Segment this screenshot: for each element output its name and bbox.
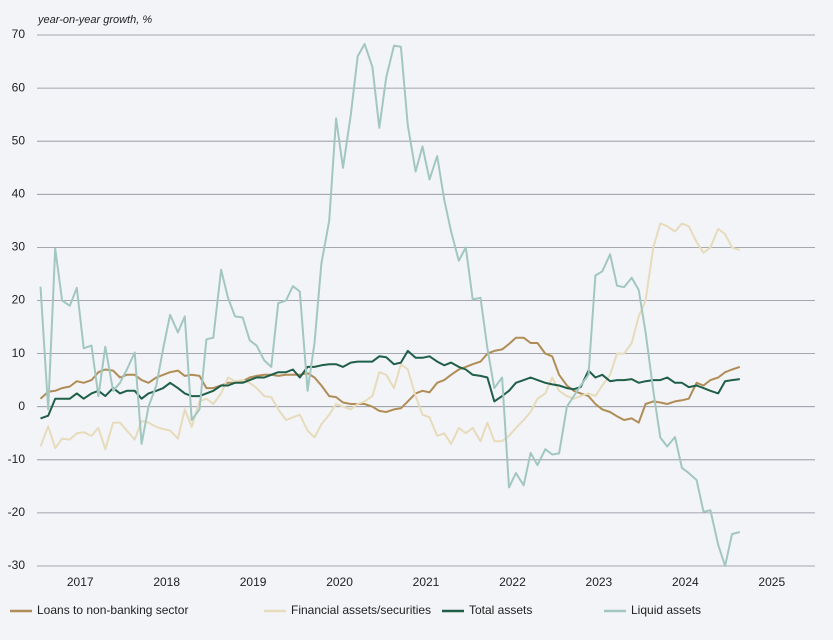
x-tick-label: 2021 <box>413 575 440 589</box>
x-tick-label: 2020 <box>326 575 353 589</box>
series-line <box>40 349 740 420</box>
legend-label: Loans to non-banking sector <box>37 603 188 617</box>
series-line <box>39 222 741 451</box>
series-line <box>39 43 741 567</box>
x-tick-label: 2018 <box>153 575 180 589</box>
x-tick-label: 2017 <box>67 575 94 589</box>
y-tick-label: -10 <box>8 452 26 466</box>
legend-label: Financial assets/securities <box>291 603 431 617</box>
y-tick-label: 0 <box>18 399 25 413</box>
x-tick-label: 2019 <box>240 575 267 589</box>
y-tick-label: -20 <box>8 505 26 519</box>
y-tick-label: -30 <box>8 558 26 572</box>
y-tick-label: 60 <box>12 80 26 94</box>
y-tick-label: 70 <box>12 27 26 41</box>
x-tick-label: 2024 <box>672 575 699 589</box>
y-axis-label: year-on-year growth, % <box>37 14 152 26</box>
x-tick-label: 2022 <box>499 575 526 589</box>
y-tick-label: 30 <box>12 240 26 254</box>
legend-label: Total assets <box>469 603 532 617</box>
y-tick-label: 40 <box>12 186 26 200</box>
y-tick-label: 10 <box>12 346 26 360</box>
y-tick-label: 20 <box>12 293 26 307</box>
legend-label: Liquid assets <box>631 603 701 617</box>
y-tick-label: 50 <box>12 133 26 147</box>
x-tick-label: 2025 <box>758 575 785 589</box>
x-tick-label: 2023 <box>586 575 613 589</box>
